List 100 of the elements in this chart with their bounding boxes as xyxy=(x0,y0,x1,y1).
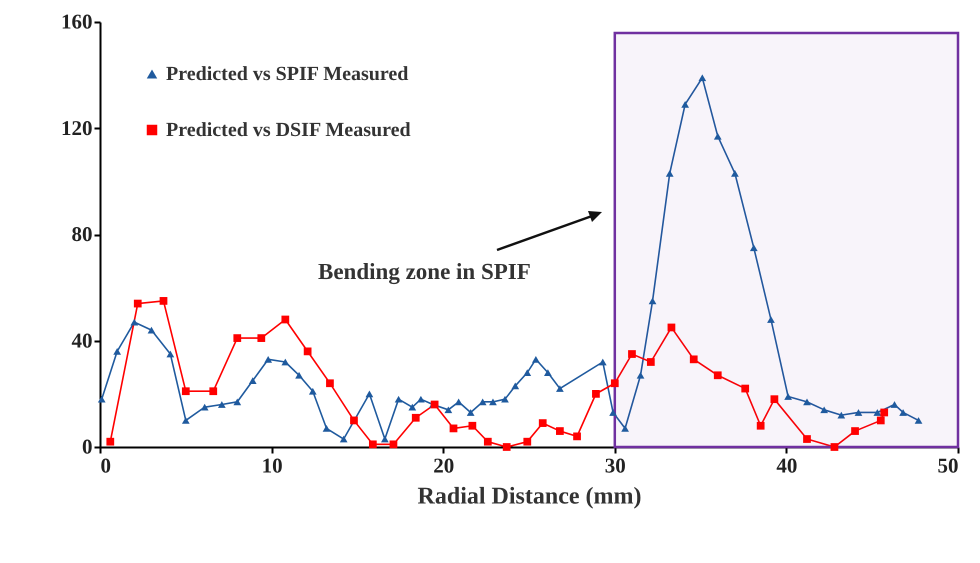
point xyxy=(366,390,374,398)
point xyxy=(340,436,348,442)
point xyxy=(899,409,907,416)
point xyxy=(295,372,303,379)
point xyxy=(851,427,859,435)
point xyxy=(666,170,674,177)
point xyxy=(523,369,532,376)
x-tick-label: 0 xyxy=(100,454,111,478)
y-tick-label: 120 xyxy=(61,116,92,140)
point xyxy=(264,356,272,363)
point xyxy=(417,396,425,403)
point xyxy=(770,395,778,404)
point xyxy=(394,396,402,403)
point xyxy=(380,436,389,442)
point xyxy=(450,424,458,432)
point xyxy=(690,355,698,364)
point xyxy=(209,387,218,396)
point xyxy=(556,385,564,392)
point xyxy=(731,170,739,177)
point xyxy=(880,408,888,416)
x-tick-label: 50 xyxy=(938,454,958,478)
point xyxy=(98,396,106,403)
point xyxy=(218,401,226,408)
point xyxy=(281,316,290,324)
point xyxy=(523,438,532,446)
point xyxy=(501,396,509,403)
point xyxy=(444,406,452,414)
point xyxy=(134,300,142,308)
point xyxy=(350,416,358,424)
point xyxy=(636,372,644,379)
point xyxy=(714,132,722,140)
point xyxy=(820,406,828,414)
point xyxy=(592,390,600,398)
point xyxy=(837,412,846,418)
x-tick-label: 40 xyxy=(776,454,798,478)
point xyxy=(573,432,581,440)
point xyxy=(130,318,138,326)
legend-label: Predicted vs SPIF Measured xyxy=(166,63,408,85)
point xyxy=(648,298,656,304)
point xyxy=(556,427,564,435)
point xyxy=(408,404,416,411)
point xyxy=(281,358,290,366)
point xyxy=(698,74,706,82)
point xyxy=(538,419,547,427)
point xyxy=(646,358,655,366)
point xyxy=(714,371,722,380)
point xyxy=(890,401,898,408)
point xyxy=(741,384,750,392)
point xyxy=(484,438,492,446)
annotation: Bending zone in SPIF xyxy=(318,259,531,285)
point xyxy=(248,377,257,384)
point xyxy=(830,443,838,451)
point xyxy=(478,398,487,406)
point xyxy=(322,425,330,432)
point xyxy=(304,348,312,356)
point xyxy=(489,398,497,406)
point xyxy=(166,350,174,358)
point xyxy=(468,422,476,430)
point xyxy=(668,324,676,332)
x-axis-title: Radial Distance (mm) xyxy=(418,484,642,510)
y-tick-label: 80 xyxy=(72,222,92,246)
point xyxy=(767,316,775,323)
point xyxy=(368,440,377,448)
point xyxy=(803,398,811,406)
point xyxy=(914,417,922,424)
point xyxy=(681,100,690,108)
point xyxy=(233,398,242,406)
point xyxy=(610,379,619,388)
point xyxy=(412,414,420,422)
point xyxy=(200,404,209,411)
point xyxy=(756,422,765,430)
point xyxy=(160,297,168,305)
y-tick-label: 0 xyxy=(82,434,92,458)
point xyxy=(750,244,758,252)
x-tick-label: 30 xyxy=(604,454,626,478)
point xyxy=(544,369,552,376)
point xyxy=(621,425,629,432)
point xyxy=(106,438,114,446)
point xyxy=(326,379,334,388)
point xyxy=(454,398,463,406)
point xyxy=(609,409,617,416)
point xyxy=(113,348,122,355)
point xyxy=(784,393,792,400)
point xyxy=(532,356,540,363)
y-tick-label: 160 xyxy=(61,10,92,34)
x-tick-label: 20 xyxy=(433,454,454,478)
point xyxy=(873,409,882,416)
point xyxy=(466,409,475,416)
point xyxy=(511,382,520,390)
point xyxy=(148,326,156,334)
y-tick-label: 40 xyxy=(72,328,92,352)
point xyxy=(182,417,190,424)
point xyxy=(233,334,242,342)
legend-label: Predicted vs DSIF Measured xyxy=(166,119,411,141)
point xyxy=(854,409,862,416)
x-tick-label: 10 xyxy=(262,454,283,478)
point xyxy=(257,334,266,342)
point xyxy=(803,435,811,443)
point xyxy=(502,443,511,451)
point xyxy=(182,387,190,396)
